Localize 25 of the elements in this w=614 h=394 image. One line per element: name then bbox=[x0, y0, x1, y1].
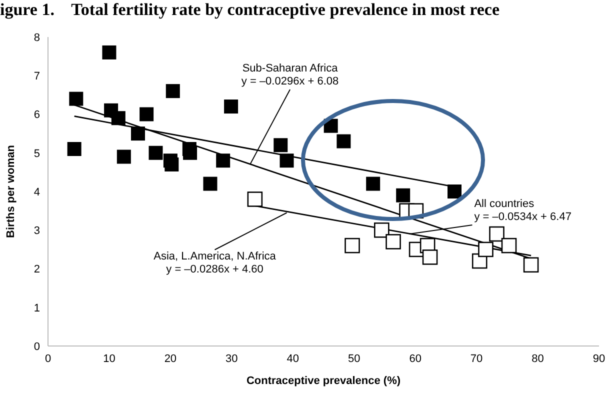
x-axis-title: Contraceptive prevalence (%) bbox=[246, 375, 401, 387]
x-tick-label: 0 bbox=[44, 352, 52, 365]
x-tick-label: 30 bbox=[226, 352, 238, 365]
x-tick-label: 40 bbox=[286, 352, 300, 365]
y-tick-label: 0 bbox=[34, 340, 40, 353]
annotation: Asia, L.America, N.Africa y = –0.0286x + 4.60 bbox=[154, 250, 277, 276]
x-tick-label: 70 bbox=[470, 352, 483, 365]
y-tick-label: 5 bbox=[34, 148, 40, 160]
x-tick-label: 50 bbox=[348, 352, 360, 365]
x-tick-label: 60 bbox=[409, 352, 422, 365]
annotation: Sub-Saharan Africa y = –0.0296x + 6.08 bbox=[241, 62, 339, 88]
y-tick-label: 1 bbox=[34, 302, 40, 314]
x-tick-label: 80 bbox=[532, 352, 544, 365]
x-tick-label: 90 bbox=[592, 352, 606, 365]
y-tick-label: 2 bbox=[34, 264, 40, 276]
x-tick-label: 10 bbox=[103, 352, 116, 365]
annotation: All countries y = –0.0534x + 6.47 bbox=[474, 198, 572, 223]
y-tick-label: 6 bbox=[34, 109, 40, 122]
y-tick-label: 3 bbox=[34, 225, 40, 238]
y-tick-label: 8 bbox=[34, 32, 40, 44]
x-tick-label: 20 bbox=[164, 352, 177, 365]
y-tick-label: 4 bbox=[34, 186, 40, 198]
y-tick-label: 7 bbox=[34, 70, 40, 83]
chart-title: igure 1. Total fertility rate by contraceptive prevalence in most rece bbox=[0, 0, 500, 20]
y-axis-title: Births per woman bbox=[4, 144, 17, 238]
